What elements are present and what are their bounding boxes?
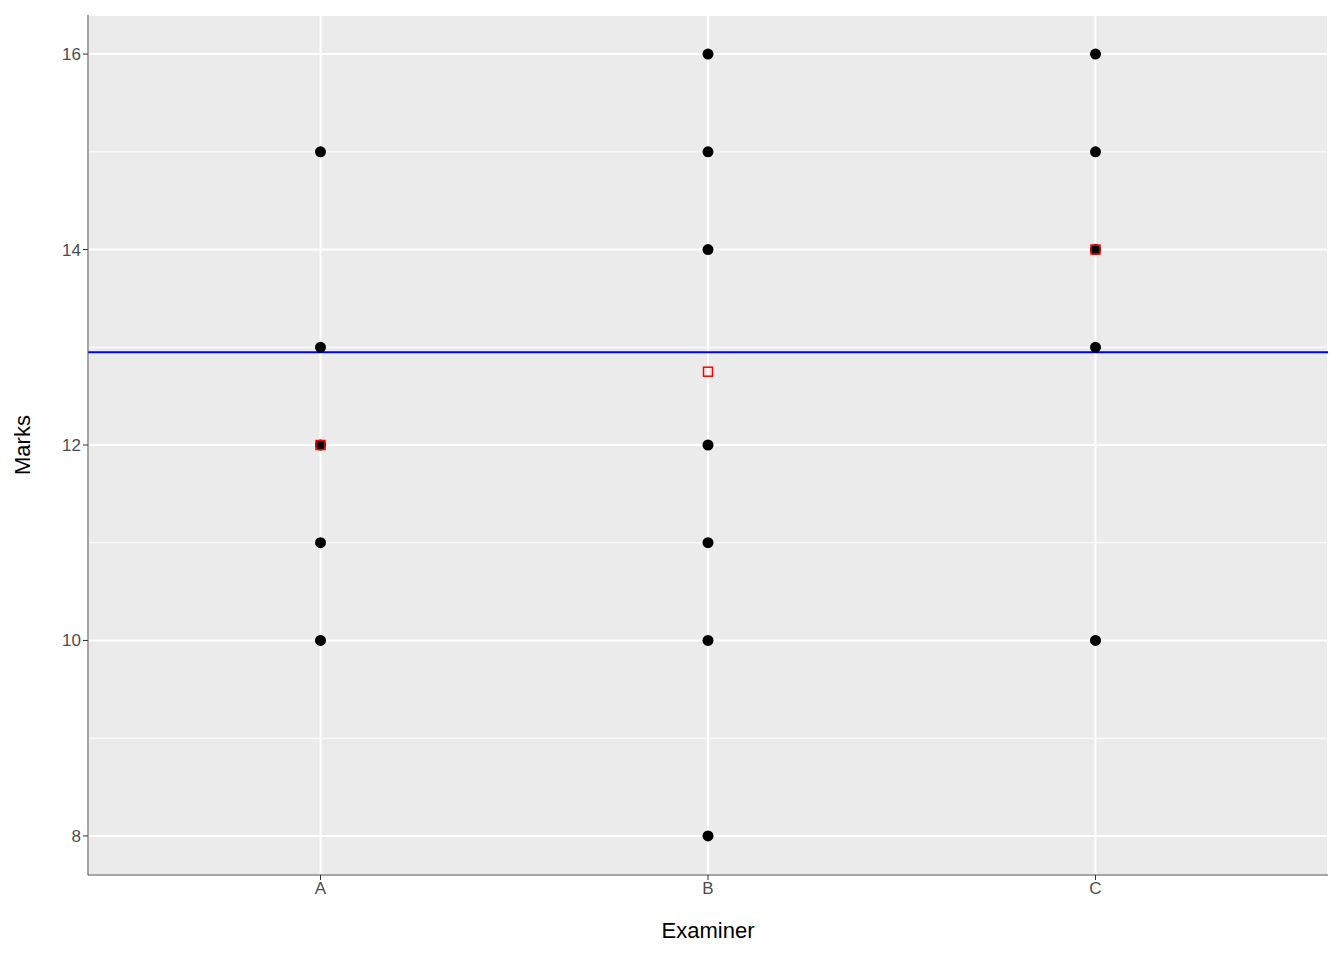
svg-text:12: 12 <box>62 436 81 455</box>
svg-text:Examiner: Examiner <box>662 918 755 943</box>
svg-text:B: B <box>702 879 713 898</box>
svg-text:14: 14 <box>62 241 81 260</box>
svg-text:A: A <box>315 879 327 898</box>
svg-text:10: 10 <box>62 631 81 650</box>
svg-text:8: 8 <box>72 827 81 846</box>
svg-text:C: C <box>1089 879 1101 898</box>
svg-text:16: 16 <box>62 45 81 64</box>
svg-text:Marks: Marks <box>10 415 35 475</box>
